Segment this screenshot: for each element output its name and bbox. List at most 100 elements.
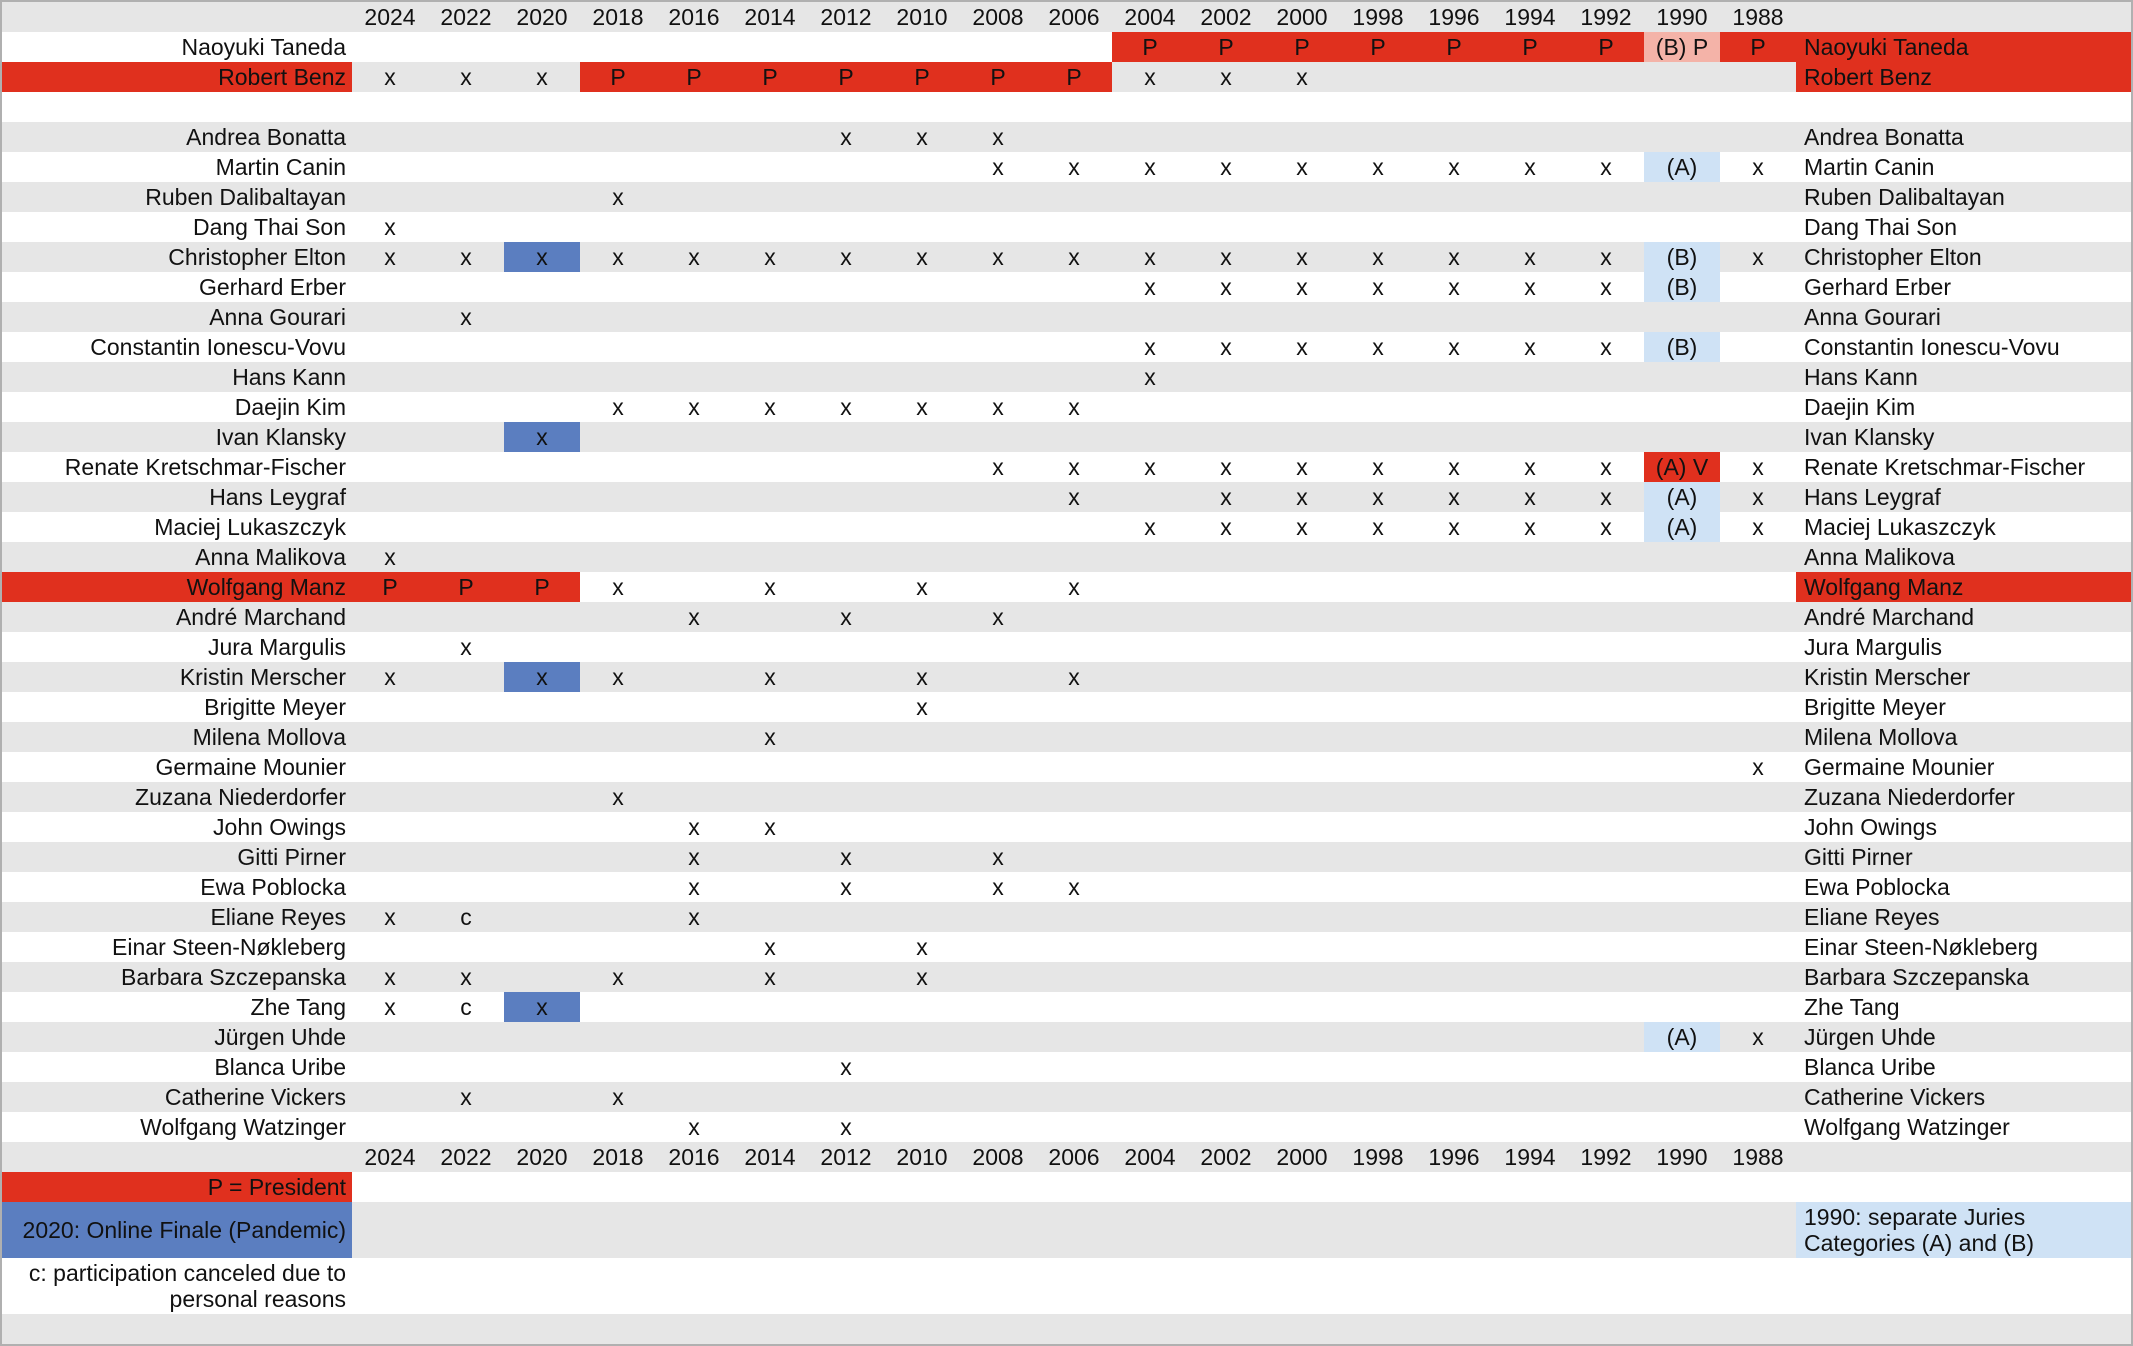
jury-cell: x [1720, 482, 1796, 512]
jury-cell [960, 992, 1036, 1022]
jury-cell [352, 92, 428, 122]
jury-cell [1036, 1022, 1112, 1052]
year-label: 1990 [1644, 1142, 1720, 1172]
jury-cell [504, 92, 580, 122]
jury-cell [1188, 92, 1264, 122]
jury-cell [1492, 302, 1568, 332]
jury-cell: x [656, 602, 732, 632]
juror-name: Dang Thai Son [192, 213, 346, 240]
juror-name: André Marchand [2, 602, 352, 632]
jury-cell [1036, 632, 1112, 662]
year-label: 1998 [1340, 2, 1416, 32]
jury-cell: (A) [1644, 512, 1720, 542]
jury-cell [352, 812, 428, 842]
jury-cell [732, 1022, 808, 1052]
jury-cell [504, 392, 580, 422]
juror-row: Zuzana Niederdorfer x Zuzana Niederdorfer [2, 782, 2131, 812]
jury-cell [808, 332, 884, 362]
jury-cell: P [504, 572, 580, 602]
jury-cell [1416, 542, 1492, 572]
jury-cell [1720, 992, 1796, 1022]
jury-cell [656, 272, 732, 302]
jury-cell: x [1188, 482, 1264, 512]
jury-cell [732, 152, 808, 182]
jury-cell: x [808, 242, 884, 272]
jury-cell [884, 182, 960, 212]
jury-cell: x [1036, 662, 1112, 692]
jury-cell [1644, 362, 1720, 392]
jury-cell [1188, 632, 1264, 662]
jury-cell [1188, 362, 1264, 392]
jury-cell [1720, 602, 1796, 632]
jury-cell [1492, 542, 1568, 572]
jury-cell [1492, 812, 1568, 842]
jury-cell: P [580, 62, 656, 92]
jury-cell [504, 812, 580, 842]
jury-cell [1264, 662, 1340, 692]
jury-cell [1492, 902, 1568, 932]
jury-cell [1568, 62, 1644, 92]
jury-cell: x [688, 393, 700, 420]
jury-cell [960, 332, 1036, 362]
jury-cell [1416, 1112, 1492, 1142]
jury-cell: P [808, 62, 884, 92]
jury-cell [1492, 1082, 1568, 1112]
jury-cell [1188, 782, 1264, 812]
jury-cell [352, 1022, 428, 1052]
jury-cell [884, 1052, 960, 1082]
jury-cell [504, 302, 580, 332]
jury-cell [1720, 332, 1796, 362]
jury-cell [1720, 722, 1796, 752]
jury-cell [960, 962, 1036, 992]
jury-cell [1568, 632, 1644, 662]
jury-cell: x [688, 1113, 700, 1140]
jury-cell [732, 302, 808, 332]
jury-cell [1720, 392, 1796, 422]
jury-cell [1644, 542, 1720, 572]
legend-text: P = President [2, 1172, 352, 1202]
juror-name-right: Kristin Merscher [1796, 662, 2131, 692]
jury-cell [1416, 182, 1492, 212]
jury-cell [1492, 122, 1568, 152]
jury-cell [1264, 182, 1340, 212]
jury-cell [1036, 932, 1112, 962]
jury-cell [504, 332, 580, 362]
jury-cell [1112, 872, 1188, 902]
juror-name-right: Jura Margulis [1804, 633, 1943, 660]
jury-cell [732, 1082, 808, 1112]
jury-cell [732, 182, 808, 212]
year-label: 2016 [656, 1142, 732, 1172]
jury-cell [504, 602, 580, 632]
year-label: 2008 [960, 2, 1036, 32]
jury-cell [1340, 842, 1416, 872]
jury-cell [656, 362, 732, 392]
jury-cell: x [1372, 453, 1384, 480]
jury-cell [428, 422, 504, 452]
juror-row: Ruben Dalibaltayan x Ruben Dalibaltayan [2, 182, 2131, 212]
jury-cell [1644, 902, 1720, 932]
juror-name: John Owings [213, 813, 346, 840]
jury-cell [1416, 302, 1492, 332]
jury-cell [428, 602, 504, 632]
legend-row: 2020: Online Finale (Pandemic) 1990: sepa… [2, 1202, 2131, 1258]
jury-cell [1492, 1052, 1568, 1082]
jury-cell [1416, 692, 1492, 722]
jury-cell: x [612, 393, 624, 420]
jury-cell [1720, 92, 1796, 122]
jury-cell [960, 632, 1036, 662]
juror-row: Milena Mollova x Milena Mollova [2, 722, 2131, 752]
jury-cell [960, 662, 1036, 692]
jury-cell [1568, 812, 1644, 842]
jury-cell: P [960, 62, 1036, 92]
jury-cell: x [1752, 453, 1764, 480]
jury-cell [1492, 1112, 1568, 1142]
jury-cell [1644, 632, 1720, 662]
juror-row: Jura Margulis x Jura Margulis [2, 632, 2131, 662]
juror-name-right: Naoyuki Taneda [1796, 32, 2131, 62]
jury-cell [884, 1082, 960, 1112]
jury-cell [732, 212, 808, 242]
spacer [2, 1314, 2131, 1344]
jury-cell [1036, 812, 1112, 842]
jury-cell [1112, 602, 1188, 632]
jury-cell [1340, 812, 1416, 842]
